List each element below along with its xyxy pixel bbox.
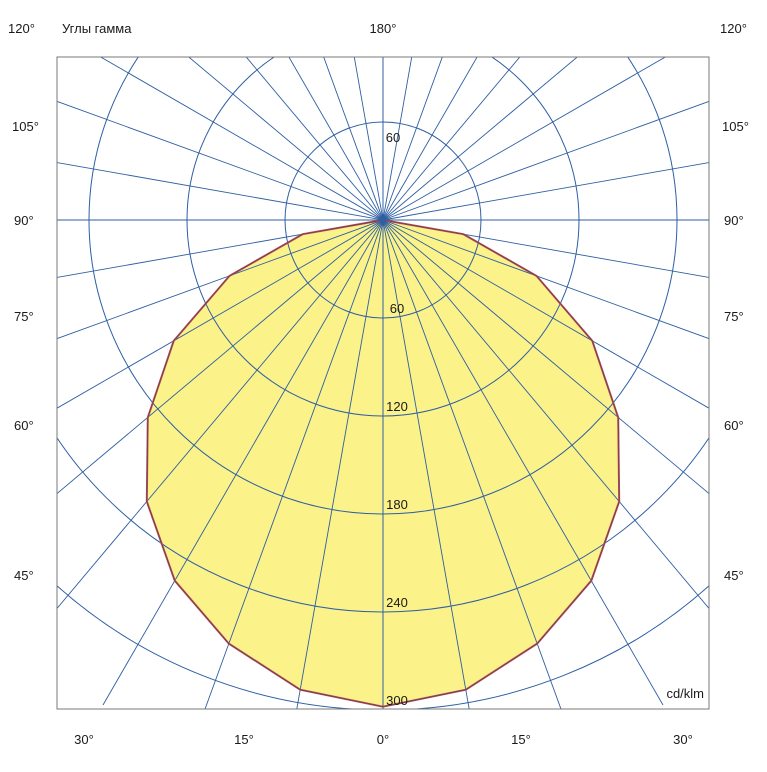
grid-spoke-150-left: [288, 57, 384, 221]
grid-spoke-140-left: [245, 57, 384, 221]
angle-label-bottom-0: 0°: [377, 732, 389, 747]
angle-label-left-105: 105°: [12, 119, 39, 134]
grid-spoke-140-right: [382, 57, 521, 221]
grid-spoke-10-left: [296, 219, 384, 709]
grid-spoke-40-left: [57, 219, 384, 610]
grid-spoke-120-left: [99, 57, 384, 221]
radial-tick-label-upper-60: 60: [386, 130, 400, 145]
grid-spoke-100-right: [382, 162, 709, 221]
grid-spoke-20-right: [382, 219, 562, 709]
grid-spoke-160-left: [323, 57, 384, 221]
grid-spoke-20-left: [204, 219, 384, 709]
grid-spoke-130-left: [188, 57, 384, 221]
angle-label-right-45: 45°: [724, 568, 744, 583]
grid-spoke-30-right: [382, 219, 664, 706]
radial-tick-label-240: 240: [386, 595, 408, 610]
angle-label-right-105: 105°: [722, 119, 749, 134]
grid-spoke-50-right: [382, 219, 709, 495]
radial-tick-label-300: 300: [386, 693, 408, 708]
grid-spoke-40-right: [382, 219, 709, 610]
center-point: [379, 216, 387, 224]
radial-tick-label-60: 60: [390, 301, 404, 316]
angle-label-right-60: 60°: [724, 418, 744, 433]
angle-label-right-75: 75°: [724, 309, 744, 324]
grid-spoke-150-right: [382, 57, 478, 221]
grid-spoke-100-left: [57, 162, 384, 221]
grid-spoke-70-left: [57, 219, 384, 340]
radial-tick-label-120: 120: [386, 399, 408, 414]
grid-spoke-60-right: [382, 219, 709, 409]
title-label: Углы гамма: [62, 21, 132, 36]
grid-spoke-130-right: [382, 57, 578, 221]
grid-spoke-120-right: [382, 57, 667, 221]
grid-spoke-160-right: [382, 57, 443, 221]
grid-spoke-60-left: [57, 219, 384, 409]
angle-label-left-60: 60°: [14, 418, 34, 433]
grid-spoke-30-left: [102, 219, 384, 706]
grid-spoke-170-right: [382, 57, 413, 221]
angle-label-left-75: 75°: [14, 309, 34, 324]
chart-frame: [56, 56, 710, 710]
unit-label: cd/klm: [666, 686, 704, 701]
grid-spoke-80-left: [57, 219, 384, 278]
angle-label-left-45: 45°: [14, 568, 34, 583]
grid-spoke-170-left: [353, 57, 384, 221]
angle-label-bottom-15-right: 15°: [511, 732, 531, 747]
grid-spoke-110-left: [57, 100, 384, 221]
angle-label-top-left: 120°: [8, 21, 35, 36]
angle-label-left-90: 90°: [14, 213, 34, 228]
angle-label-bottom-15-left: 15°: [234, 732, 254, 747]
radial-tick-label-180: 180: [386, 497, 408, 512]
angle-label-bottom-30-left: 30°: [74, 732, 94, 747]
grid-spoke-50-left: [57, 219, 384, 495]
angle-label-top-right: 120°: [720, 21, 747, 36]
grid-spoke-110-right: [382, 100, 709, 221]
grid-spoke-70-right: [382, 219, 709, 340]
angle-label-bottom-30-right: 30°: [673, 732, 693, 747]
grid-spoke-10-right: [382, 219, 470, 709]
grid-spoke-80-right: [382, 219, 709, 278]
angle-label-right-90: 90°: [724, 213, 744, 228]
angle-label-top-center: 180°: [370, 21, 397, 36]
